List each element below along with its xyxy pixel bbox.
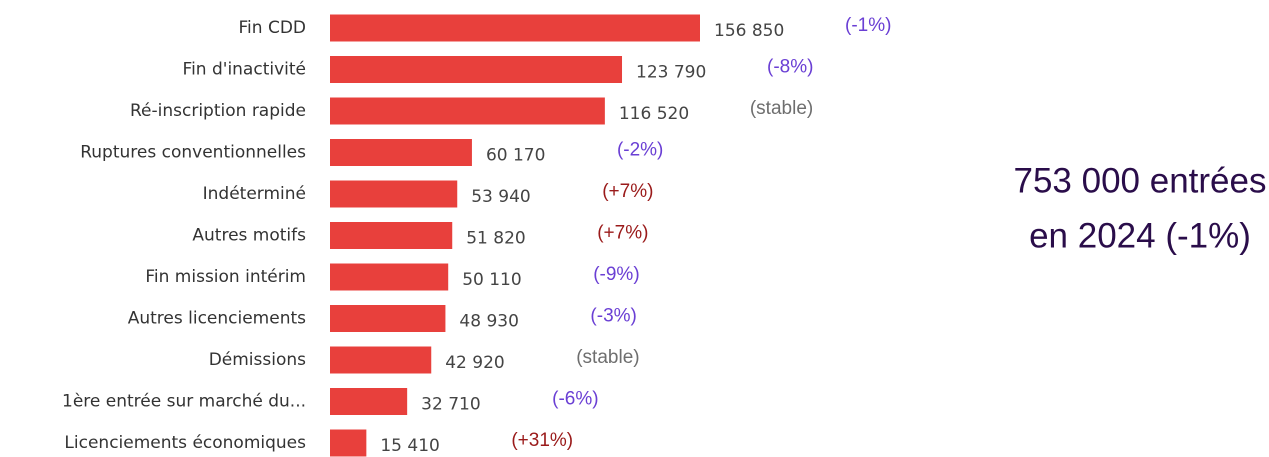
change-label: (+7%)	[602, 181, 653, 202]
value-label: 51 820	[466, 229, 525, 249]
annotation: en 2024 (-1%)	[1029, 216, 1251, 255]
value-label: 15 410	[380, 436, 439, 456]
value-label: 42 920	[445, 353, 504, 373]
change-label: (-6%)	[552, 389, 598, 410]
bar	[330, 388, 408, 415]
value-label: 123 790	[636, 63, 706, 83]
category-label: Autres motifs	[192, 226, 306, 246]
change-label: (-2%)	[617, 140, 663, 161]
value-label: 50 110	[462, 270, 521, 290]
value-label: 156 850	[714, 21, 784, 41]
category-label: Fin d'inactivité	[183, 60, 306, 80]
bar	[330, 346, 432, 374]
change-label: (-3%)	[590, 306, 636, 327]
value-label: 60 170	[486, 146, 545, 166]
bar	[330, 180, 458, 208]
bar	[330, 305, 446, 332]
change-label: (stable)	[576, 347, 639, 368]
bar	[330, 14, 700, 42]
category-label: Autres licenciements	[128, 309, 306, 329]
category-label: Fin mission intérim	[145, 267, 306, 287]
value-label: 48 930	[459, 312, 518, 332]
change-label: (-9%)	[593, 264, 639, 285]
category-label: Ré-inscription rapide	[130, 101, 306, 121]
bar	[330, 139, 472, 166]
bar	[330, 56, 623, 83]
change-label: (+31%)	[511, 430, 573, 451]
value-label: 116 520	[619, 104, 689, 124]
category-label: Indéterminé	[203, 184, 306, 204]
bar	[330, 97, 605, 125]
category-label: 1ère entrée sur marché du...	[62, 392, 306, 412]
change-label: (+7%)	[597, 223, 648, 244]
bar	[330, 222, 453, 249]
category-label: Démissions	[209, 350, 306, 370]
annotation: 753 000 entrées	[1014, 161, 1267, 200]
bar	[330, 263, 449, 291]
value-label: 53 940	[471, 187, 530, 207]
change-label: (-8%)	[767, 57, 813, 78]
category-label: Fin CDD	[239, 18, 307, 38]
value-label: 32 710	[421, 395, 480, 415]
change-label: (-1%)	[845, 15, 891, 36]
change-label: (stable)	[750, 98, 813, 119]
category-label: Licenciements économiques	[64, 433, 306, 453]
bar	[330, 429, 367, 457]
category-label: Ruptures conventionnelles	[80, 143, 306, 163]
